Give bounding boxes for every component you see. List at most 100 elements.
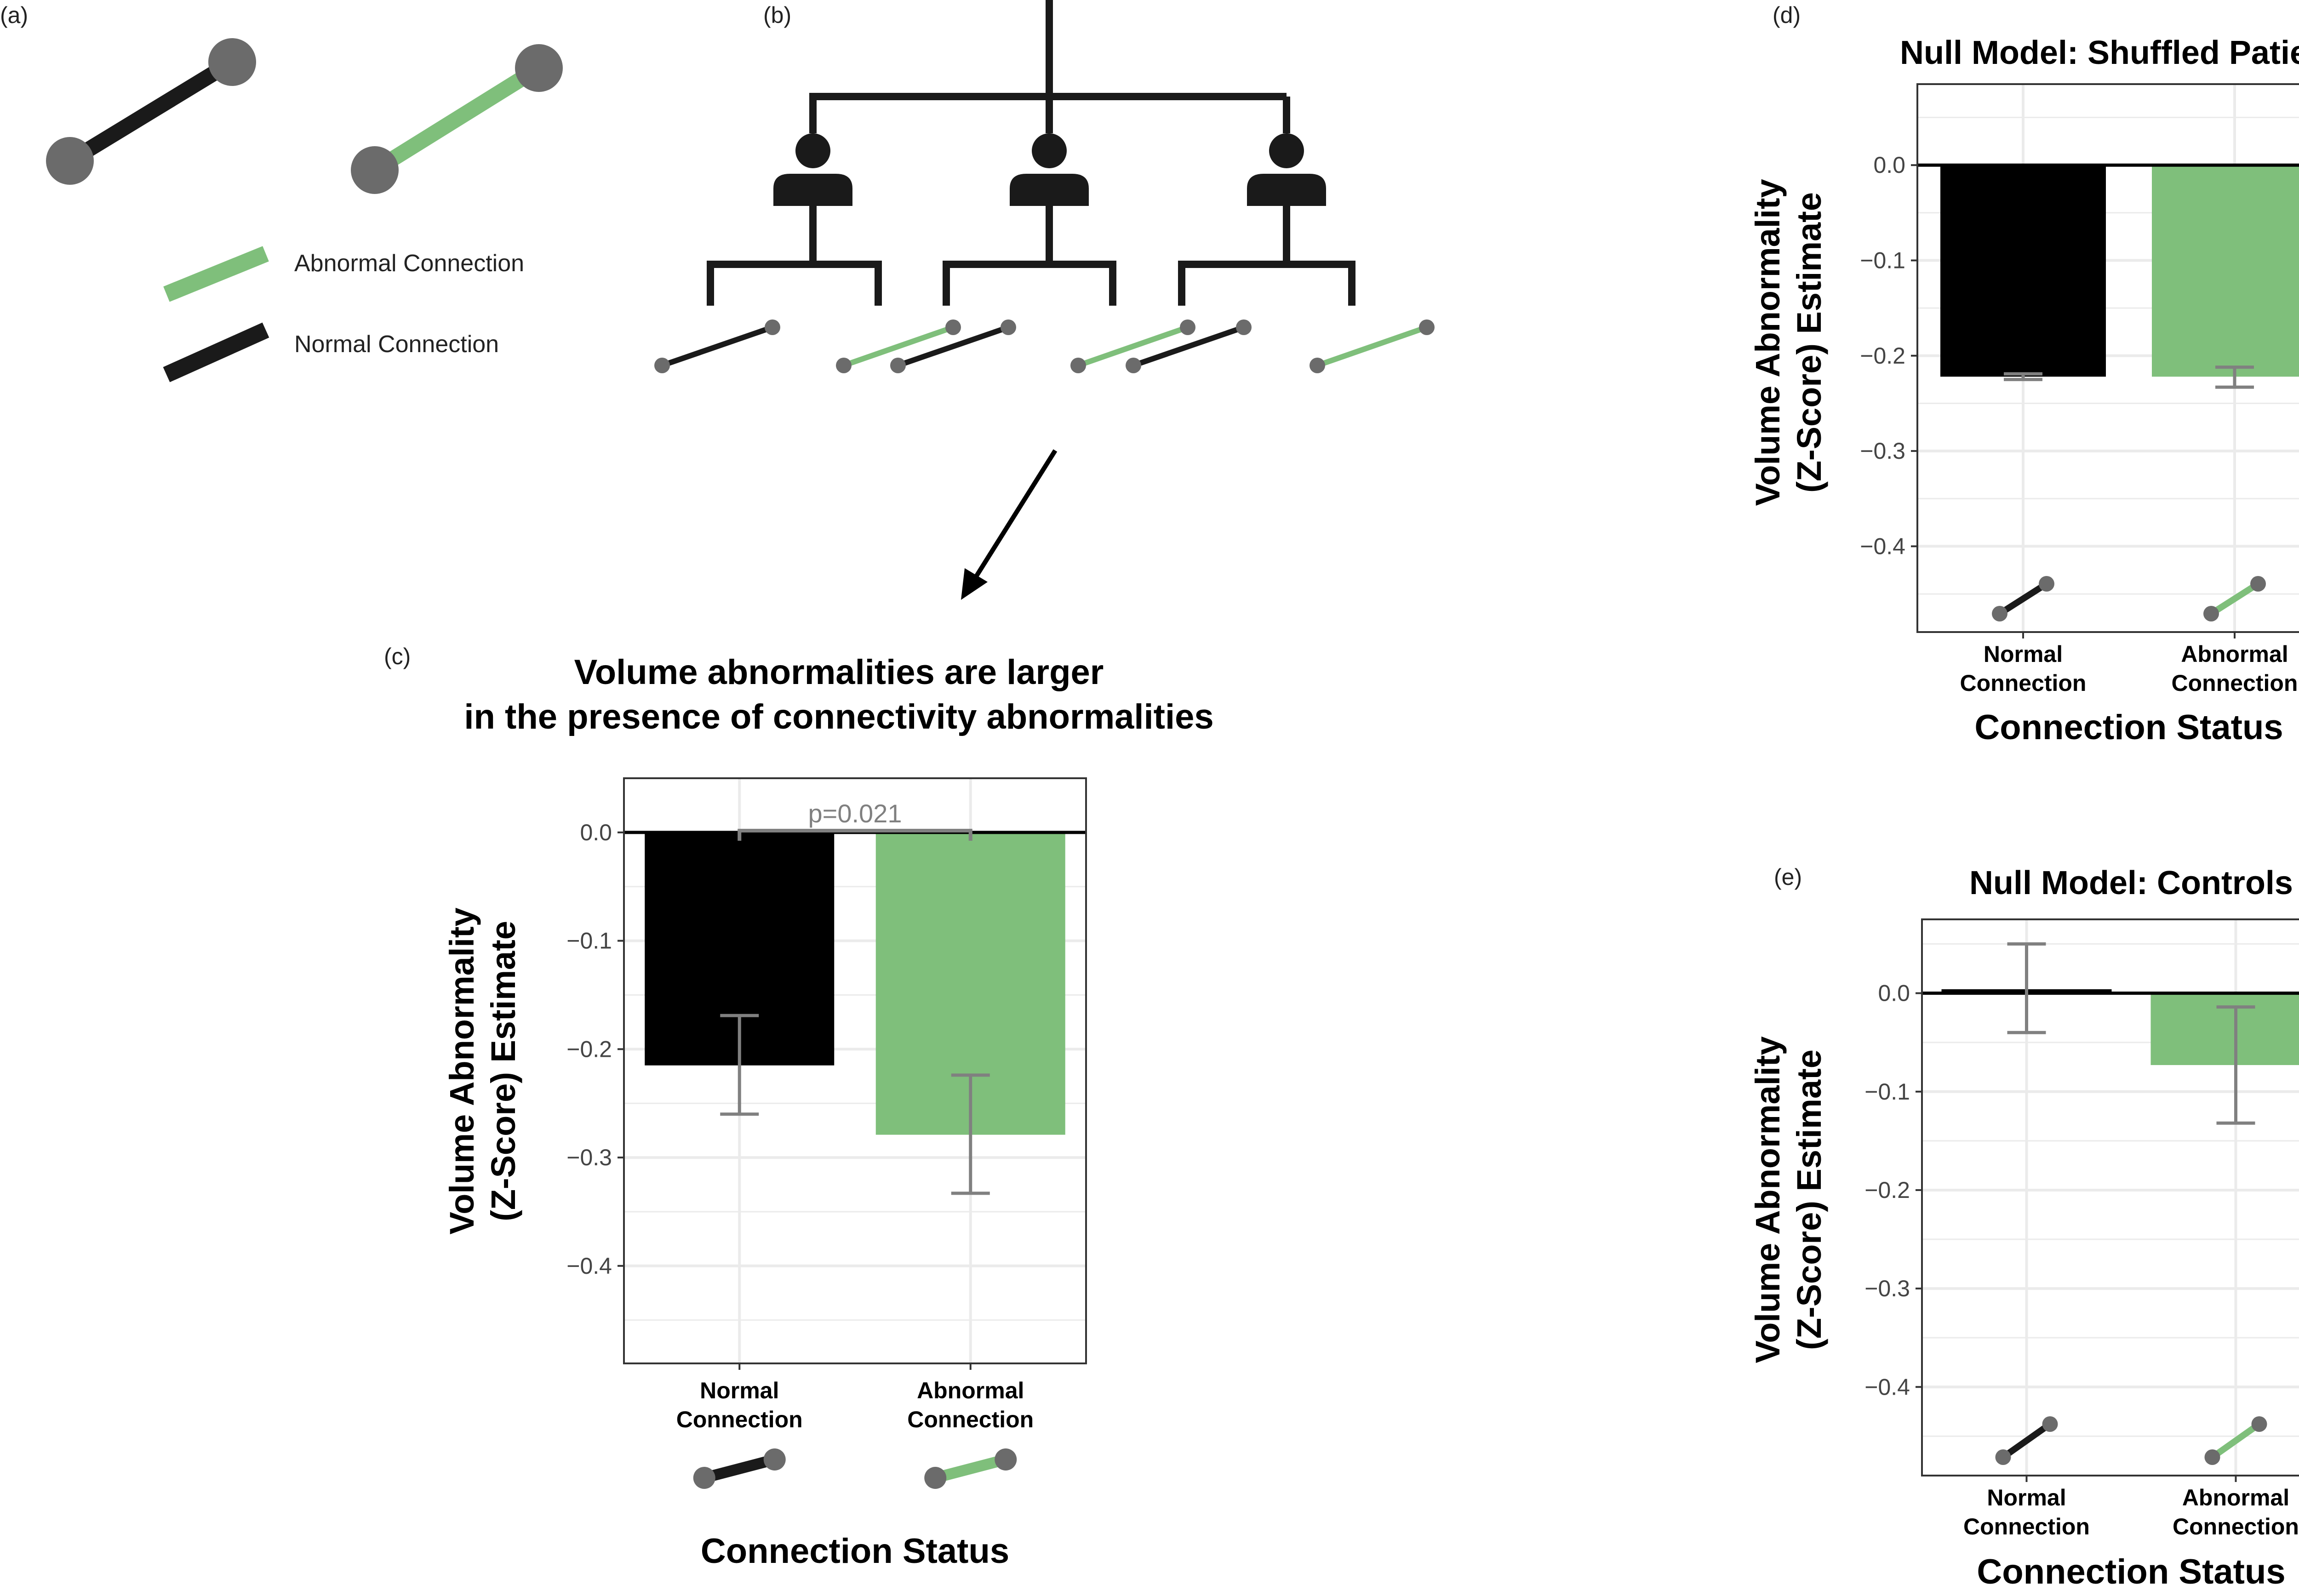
y-tick-label: 0.0 [1873,152,1905,178]
normal-connection-icon-node-end [2042,1416,2058,1432]
abnormal-connection-icon-node-start [1070,358,1086,373]
normal-connection-icon-node-start [1126,358,1141,373]
error-bar [2004,372,2042,382]
x-category-label: Abnormal [917,1378,1024,1403]
normal-connection-icon [1992,576,2054,621]
normal-connection-icon [654,319,780,373]
panel-label-b: (b) [763,2,791,28]
error-bar [951,1073,990,1195]
abnormal-connection-icon-line [1315,325,1430,368]
normal-connection-icon-node-end [1001,319,1016,335]
abnormal-connection-icon [1070,319,1195,373]
significance-bracket: p=0.021 [738,799,972,841]
panel-label-d: (d) [1773,2,1801,28]
bar-normal-connection [1940,165,2106,377]
abnormal-connection-icon-node-end [995,1448,1017,1471]
person-icon [1247,133,1326,206]
x-category-label: Connection [676,1407,803,1432]
x-axis-title: Connection Status [1977,1552,2285,1591]
hierarchy-diagram [654,0,1435,373]
error-bar [2007,942,2046,1034]
x-axis-title: Connection Status [701,1532,1009,1571]
abnormal-connection-icon [836,319,961,373]
legend-normal-label: Normal Connection [294,331,499,358]
abnormal-connection-icon-line [1075,325,1190,368]
y-tick-label: −0.4 [1860,533,1905,559]
x-category-label: Abnormal [2182,1485,2289,1510]
person-body [773,174,852,206]
person-head [1032,133,1067,168]
y-axis-title-line: Volume Abnormality [1749,179,1787,506]
bracket-line [738,829,972,841]
legend-abnormal-swatch [163,246,269,302]
legend-abnormal-label: Abnormal Connection [294,250,524,277]
abnormal-connection-icon [351,44,563,194]
y-tick-label: −0.4 [566,1253,612,1279]
x-category-label: Connection [1963,1514,2090,1539]
abnormal-connection-icon-node-start [2204,1449,2220,1465]
abnormal-connection-icon-node-end [945,319,961,335]
chart-title: Null Model: Shuffled Patients [1900,34,2299,71]
person-body [1247,174,1326,206]
person-body [1010,174,1089,206]
abnormal-connection-icon-line [930,1454,1012,1483]
y-tick-label: −0.4 [1864,1374,1910,1400]
normal-connection-icon-node-end [2039,576,2054,592]
legend-normal-swatch [163,322,269,382]
error-bar [720,1014,759,1116]
y-axis-title-line: (Z-Score) Estimate [1790,1049,1828,1350]
bar-abnormal-connection [2152,165,2299,377]
plot-border [623,777,1087,1364]
normal-connection-icon-node-end [763,1448,786,1471]
y-axis-title-line: Volume Abnormality [1749,1036,1787,1363]
normal-connection-icon [1995,1416,2058,1465]
panel-label-e: (e) [1774,864,1802,890]
person-head [1269,133,1304,168]
y-tick-label: −0.1 [1864,1079,1910,1105]
panel-label-c: (c) [384,644,411,669]
y-tick-label: −0.1 [1860,248,1905,274]
arrow-to-panel-c [961,449,1058,600]
person-icon [773,133,852,206]
abnormal-connection-icon [924,1448,1017,1489]
normal-connection-icon-node-end [1236,319,1252,335]
normal-connection-icon-node-start [1992,606,2007,621]
abnormal-connection-icon-line [841,325,956,368]
bar-abnormal-connection [2150,993,2299,1065]
abnormal-connection-icon [2204,1416,2267,1465]
normal-connection-icon-node-end [765,319,780,335]
normal-connection-icon [1126,319,1252,373]
chart-e-controls: Null Model: Controls 0.0 −0.1 −0.2 −0.3 −0.4 V… [1749,865,2299,1591]
p-value-label: p=0.021 [808,799,902,828]
y-tick-label: −0.3 [1860,438,1905,464]
x-category-label: Connection [907,1407,1034,1432]
x-category-label: Abnormal [2181,641,2288,667]
panel-a-illustration [46,38,563,194]
abnormal-connection-icon-node-end [1180,319,1195,335]
panel-label-a: (a) [0,2,28,28]
person-head [795,133,830,168]
normal-connection-icon-node-start [1995,1449,2011,1465]
normal-connection-icon-line [2000,1421,2053,1460]
x-category-label: Normal [700,1378,779,1403]
abnormal-connection-icon-node-end [2250,576,2266,592]
plot-border [1916,83,2299,633]
y-axis-title-line: (Z-Score) Estimate [484,921,522,1221]
abnormal-connection-icon-node-start [2203,606,2219,621]
y-axis-title-line: (Z-Score) Estimate [1790,192,1828,493]
abnormal-connection-icon [2203,576,2266,621]
normal-connection-icon [890,319,1016,373]
y-tick-label: −0.2 [1864,1177,1910,1203]
y-tick-label: −0.3 [566,1145,612,1170]
normal-connection-icon-node-start [693,1467,715,1489]
abnormal-connection-icon [1310,319,1435,373]
chart-title-line: in the presence of connectivity abnormal… [464,697,1213,736]
normal-connection-icon-node-start [890,358,906,373]
abnormal-connection-icon-node-end [2251,1416,2267,1432]
connection-legend: Abnormal Connection Normal Connection [163,246,524,382]
x-category-label: Normal [1987,1485,2066,1510]
abnormal-connection-icon-node-start [836,358,852,373]
y-tick-label: 0.0 [580,820,612,845]
plot-border [1921,918,2299,1476]
